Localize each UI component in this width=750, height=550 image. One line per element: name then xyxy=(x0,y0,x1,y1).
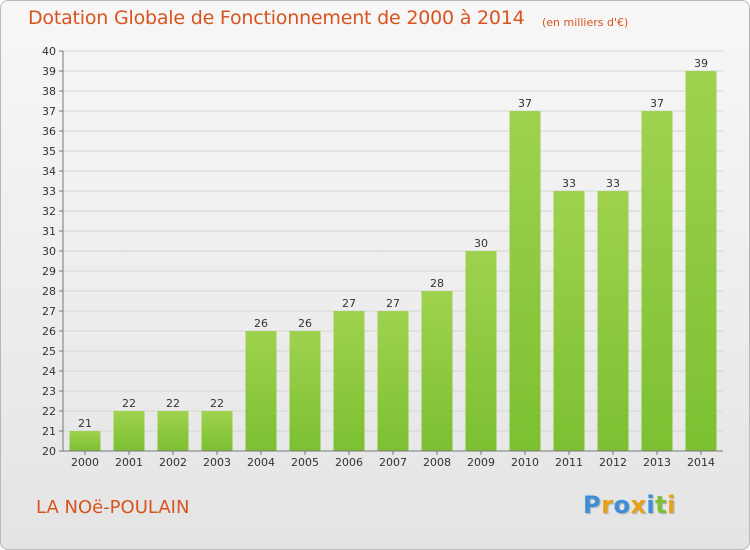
bar xyxy=(465,251,497,451)
y-tick-label: 40 xyxy=(42,45,56,58)
x-tick-label: 2011 xyxy=(555,456,583,469)
bar xyxy=(553,191,585,451)
y-tick-label: 20 xyxy=(42,445,56,458)
bar-value-label: 22 xyxy=(166,397,180,410)
x-tick-label: 2000 xyxy=(71,456,99,469)
bar xyxy=(245,331,277,451)
y-tick-label: 33 xyxy=(42,185,56,198)
y-tick-label: 27 xyxy=(42,305,56,318)
bar-value-label: 22 xyxy=(122,397,136,410)
bar-value-label: 22 xyxy=(210,397,224,410)
bar xyxy=(69,431,101,451)
y-tick-label: 22 xyxy=(42,405,56,418)
logo-letter: t xyxy=(655,491,668,519)
bar xyxy=(113,411,145,451)
y-tick-label: 24 xyxy=(42,365,56,378)
bar xyxy=(289,331,321,451)
y-tick-label: 26 xyxy=(42,325,56,338)
bar-value-label: 39 xyxy=(694,57,708,70)
logo-letter: o xyxy=(613,491,631,519)
x-tick-label: 2006 xyxy=(335,456,363,469)
bar-value-label: 30 xyxy=(474,237,488,250)
x-tick-label: 2007 xyxy=(379,456,407,469)
bar xyxy=(685,71,717,451)
logo-letter: P xyxy=(583,491,602,519)
bar-value-label: 37 xyxy=(650,97,664,110)
chart-subtitle: (en milliers d'€) xyxy=(542,16,629,29)
y-tick-label: 30 xyxy=(42,245,56,258)
bar xyxy=(201,411,233,451)
bar xyxy=(641,111,673,451)
x-tick-label: 2014 xyxy=(687,456,715,469)
bar xyxy=(333,311,365,451)
y-tick-label: 21 xyxy=(42,425,56,438)
bar xyxy=(157,411,189,451)
y-tick-label: 34 xyxy=(42,165,56,178)
logo-letter: i xyxy=(667,491,676,519)
logo-letter: x xyxy=(630,491,647,519)
bar-value-label: 28 xyxy=(430,277,444,290)
y-tick-label: 37 xyxy=(42,105,56,118)
place-name: LA NOë-POULAIN xyxy=(36,497,190,518)
logo-letter: i xyxy=(646,491,656,519)
proxiti-logo: Proxiti xyxy=(583,491,676,519)
bar xyxy=(421,291,453,451)
y-tick-label: 28 xyxy=(42,285,56,298)
bar-value-label: 26 xyxy=(254,317,268,330)
y-tick-label: 38 xyxy=(42,85,56,98)
bar xyxy=(597,191,629,451)
bar-value-label: 27 xyxy=(386,297,400,310)
y-tick-label: 31 xyxy=(42,225,56,238)
axes: 20 21 22 23 24 25 26 27 28 29 30 31 32 33 34 35 36 37 38 39… xyxy=(42,45,723,469)
x-tick-label: 2004 xyxy=(247,456,275,469)
y-tick-label: 35 xyxy=(42,145,56,158)
x-tick-label: 2005 xyxy=(291,456,319,469)
x-tick-label: 2012 xyxy=(599,456,627,469)
bar-value-label: 26 xyxy=(298,317,312,330)
bar xyxy=(377,311,409,451)
bar-value-label: 33 xyxy=(606,177,620,190)
x-tick-label: 2003 xyxy=(203,456,231,469)
bar xyxy=(509,111,541,451)
chart-title: Dotation Globale de Fonctionnement de 20… xyxy=(28,7,525,29)
y-tick-label: 32 xyxy=(42,205,56,218)
x-tick-label: 2009 xyxy=(467,456,495,469)
y-tick-label: 36 xyxy=(42,125,56,138)
y-tick-label: 23 xyxy=(42,385,56,398)
y-tick-label: 29 xyxy=(42,265,56,278)
bar-value-label: 21 xyxy=(78,417,92,430)
x-tick-label: 2010 xyxy=(511,456,539,469)
bar-value-label: 37 xyxy=(518,97,532,110)
x-tick-label: 2002 xyxy=(159,456,187,469)
y-tick-label: 25 xyxy=(42,345,56,358)
x-tick-label: 2001 xyxy=(115,456,143,469)
x-tick-label: 2008 xyxy=(423,456,451,469)
bars: 21 22 22 22 26 26 27 27 28 30 37 33 33 37 39 xyxy=(69,57,717,451)
bar-value-label: 27 xyxy=(342,297,356,310)
logo-letter: r xyxy=(601,491,614,519)
x-tick-label: 2013 xyxy=(643,456,671,469)
bar-value-label: 33 xyxy=(562,177,576,190)
y-tick-label: 39 xyxy=(42,65,56,78)
